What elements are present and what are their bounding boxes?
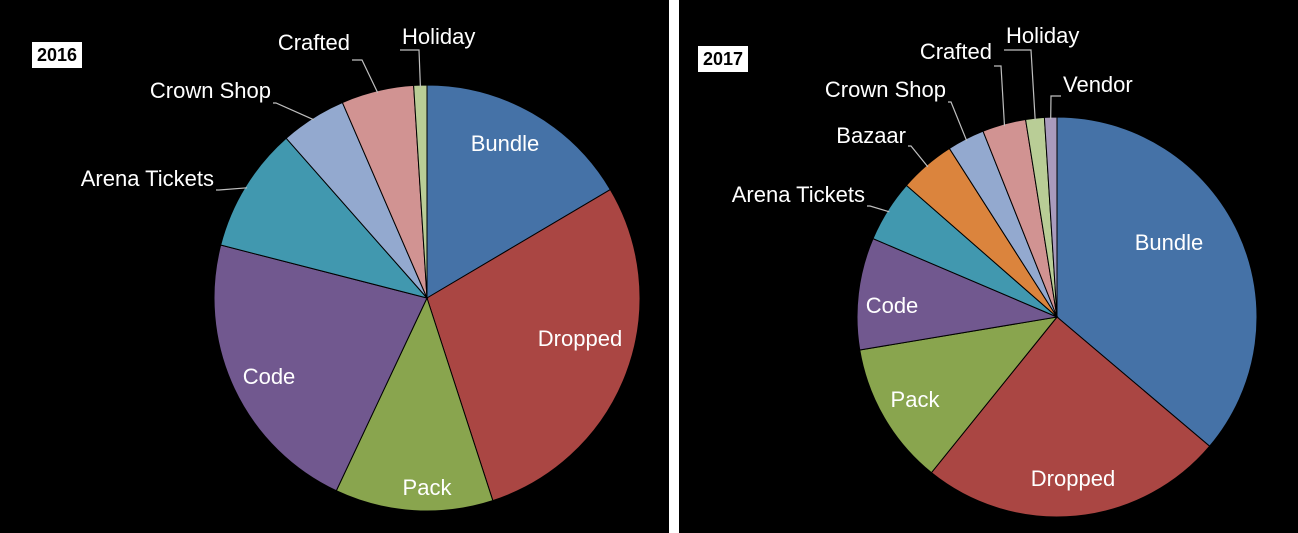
- slice-label-vendor-2017: Vendor: [1063, 72, 1133, 97]
- year-badge-2016: 2016: [32, 42, 83, 68]
- slice-label-pack-2017: Pack: [891, 387, 941, 412]
- leader-line-crafted-2016: [352, 59, 379, 94]
- pie-slice-bundle-2016: [426, 84, 612, 299]
- slices-2016: [213, 84, 641, 512]
- slice-label-bazaar-2017: Bazaar: [836, 123, 906, 148]
- leader-line-vendor-2017: [1050, 95, 1061, 120]
- leader-line-holiday-2017: [1004, 49, 1036, 121]
- slice-label-crown-shop-2017: Crown Shop: [825, 77, 946, 102]
- pie-slice-pack-2016: [335, 296, 494, 512]
- slice-label-holiday-2017: Holiday: [1006, 23, 1079, 48]
- slice-label-dropped-2017: Dropped: [1031, 466, 1115, 491]
- pie-slice-dropped-2017: [930, 316, 1211, 518]
- slice-label-pack-2016: Pack: [403, 475, 453, 500]
- slice-label-crafted-2016: Crafted: [278, 30, 350, 55]
- slice-label-crown-shop-2016: Crown Shop: [150, 78, 271, 103]
- slice-label-code-2017: Code: [866, 293, 919, 318]
- leader-line-bazaar-2017: [908, 145, 929, 168]
- leader-line-crown-shop-2017: [948, 101, 968, 142]
- pie-slice-code-2017: [856, 237, 1059, 351]
- labels-2016: Bundle Dropped Pack Code Arena Tickets Crown …: [81, 24, 622, 500]
- leader-line-crown-shop-2016: [273, 102, 315, 121]
- leader-line-arena-tickets-2016: [216, 187, 248, 191]
- leader-line-holiday-2016: [400, 49, 421, 88]
- pie-slice-code-2016: [213, 244, 428, 492]
- pie-chart-2017: Bundle Dropped Pack Code Arena Tickets Bazaar…: [732, 23, 1258, 518]
- pie-slice-arena-tickets-2016: [220, 137, 429, 299]
- slice-label-bundle-2016: Bundle: [471, 131, 540, 156]
- slice-label-bundle-2017: Bundle: [1135, 230, 1204, 255]
- pie-slice-bundle-2017: [1056, 116, 1258, 447]
- chart-2017: Bundle Dropped Pack Code Arena Tickets Bazaar…: [679, 0, 1298, 533]
- pie-chart-2016: Bundle Dropped Pack Code Arena Tickets Crown …: [81, 24, 641, 512]
- slice-label-crafted-2017: Crafted: [920, 39, 992, 64]
- slice-label-dropped-2016: Dropped: [538, 326, 622, 351]
- pie-slice-dropped-2016: [426, 188, 641, 502]
- year-badge-2017: 2017: [698, 46, 749, 72]
- labels-2017: Bundle Dropped Pack Code Arena Tickets Bazaar…: [732, 23, 1204, 491]
- chart-2016: Bundle Dropped Pack Code Arena Tickets Crown …: [0, 0, 669, 533]
- slice-label-arena-tickets-2017: Arena Tickets: [732, 182, 865, 207]
- leader-line-arena-tickets-2017: [867, 205, 890, 213]
- slice-label-arena-tickets-2016: Arena Tickets: [81, 166, 214, 191]
- slices-2017: [856, 116, 1258, 518]
- leader-line-crafted-2017: [994, 65, 1006, 127]
- slice-label-code-2016: Code: [243, 364, 296, 389]
- slice-label-holiday-2016: Holiday: [402, 24, 475, 49]
- pie-slice-pack-2017: [859, 316, 1059, 474]
